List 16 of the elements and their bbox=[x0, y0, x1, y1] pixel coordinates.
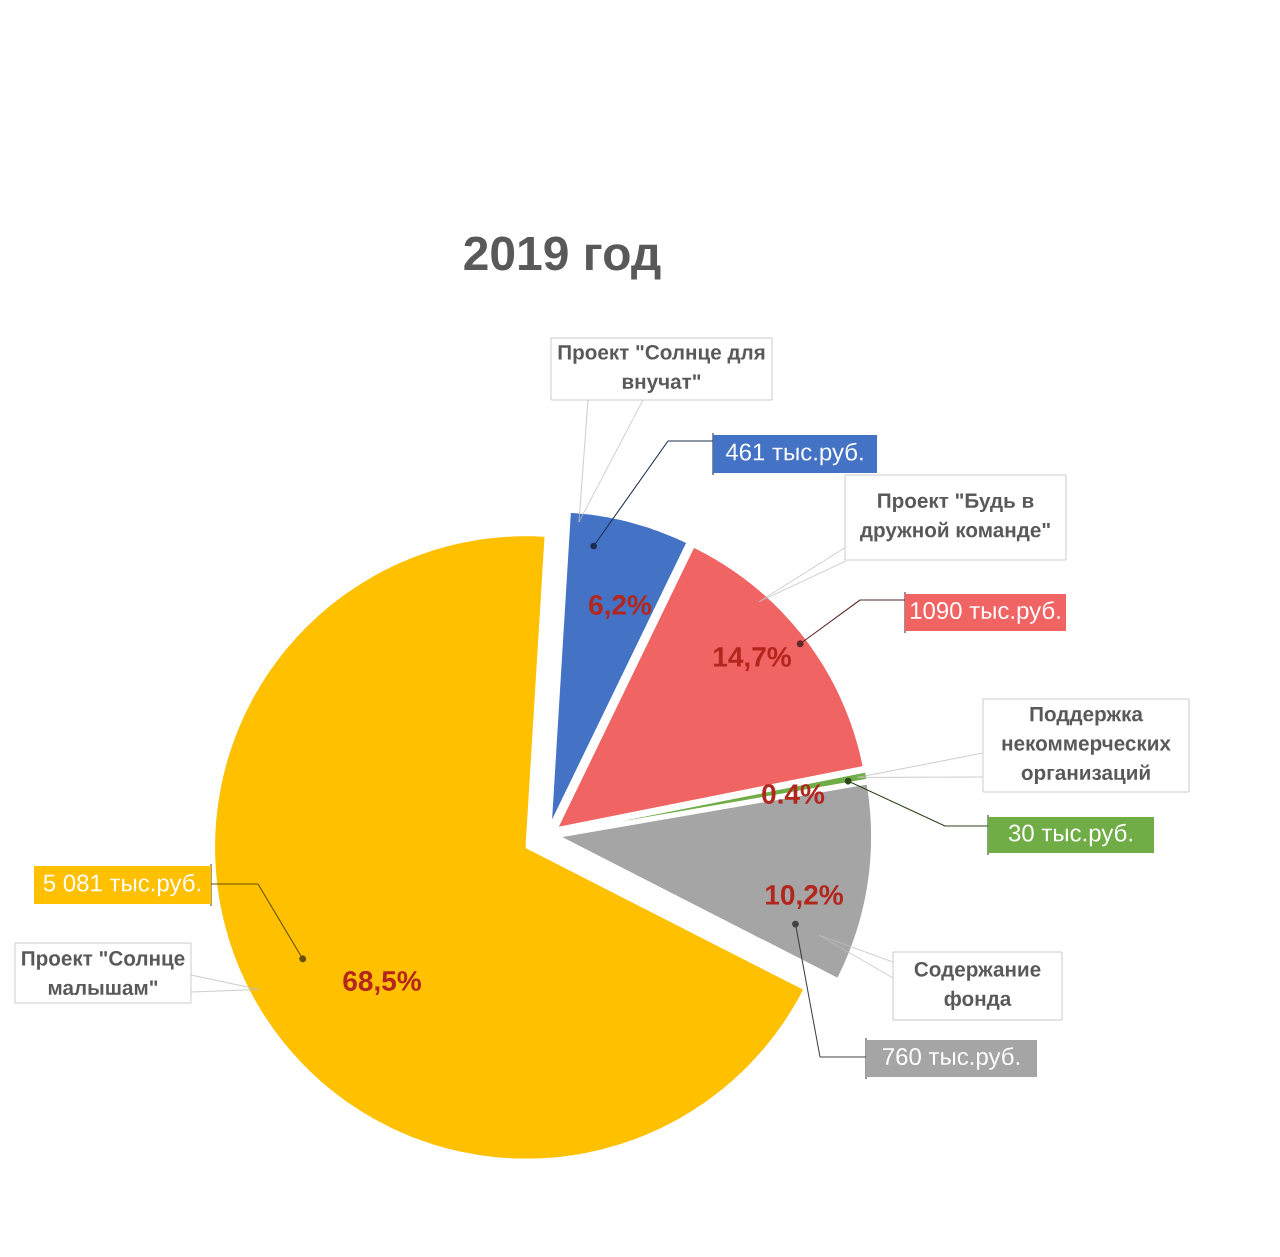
data-label: 5 081 тыс.руб. bbox=[43, 873, 200, 897]
slice-label: Содержание фонда bbox=[914, 961, 1041, 1011]
data-label: 30 тыс.руб. bbox=[1008, 823, 1132, 847]
slice-label: Проект "Солнце малышам" bbox=[22, 951, 185, 995]
text: 10,2% bbox=[766, 885, 843, 909]
text: 14,7% bbox=[714, 647, 791, 671]
text: 0.4% bbox=[762, 784, 825, 804]
data-label: 461 тыс.руб. bbox=[725, 442, 863, 466]
slice-label: Проект "Солнце для внучат" bbox=[558, 344, 765, 394]
text: 68,5% bbox=[343, 971, 421, 995]
text: 6,2% bbox=[589, 595, 652, 619]
data-label: 1090 тыс.руб. bbox=[910, 601, 1060, 624]
chart-title: 2019 год bbox=[464, 236, 661, 280]
slice-label: Поддержка некоммерческих организаций bbox=[1002, 706, 1171, 785]
data-label: 760 тыс.руб. bbox=[883, 1047, 1019, 1070]
slice-label: Проект "Будь в дружной команде" bbox=[860, 493, 1050, 542]
